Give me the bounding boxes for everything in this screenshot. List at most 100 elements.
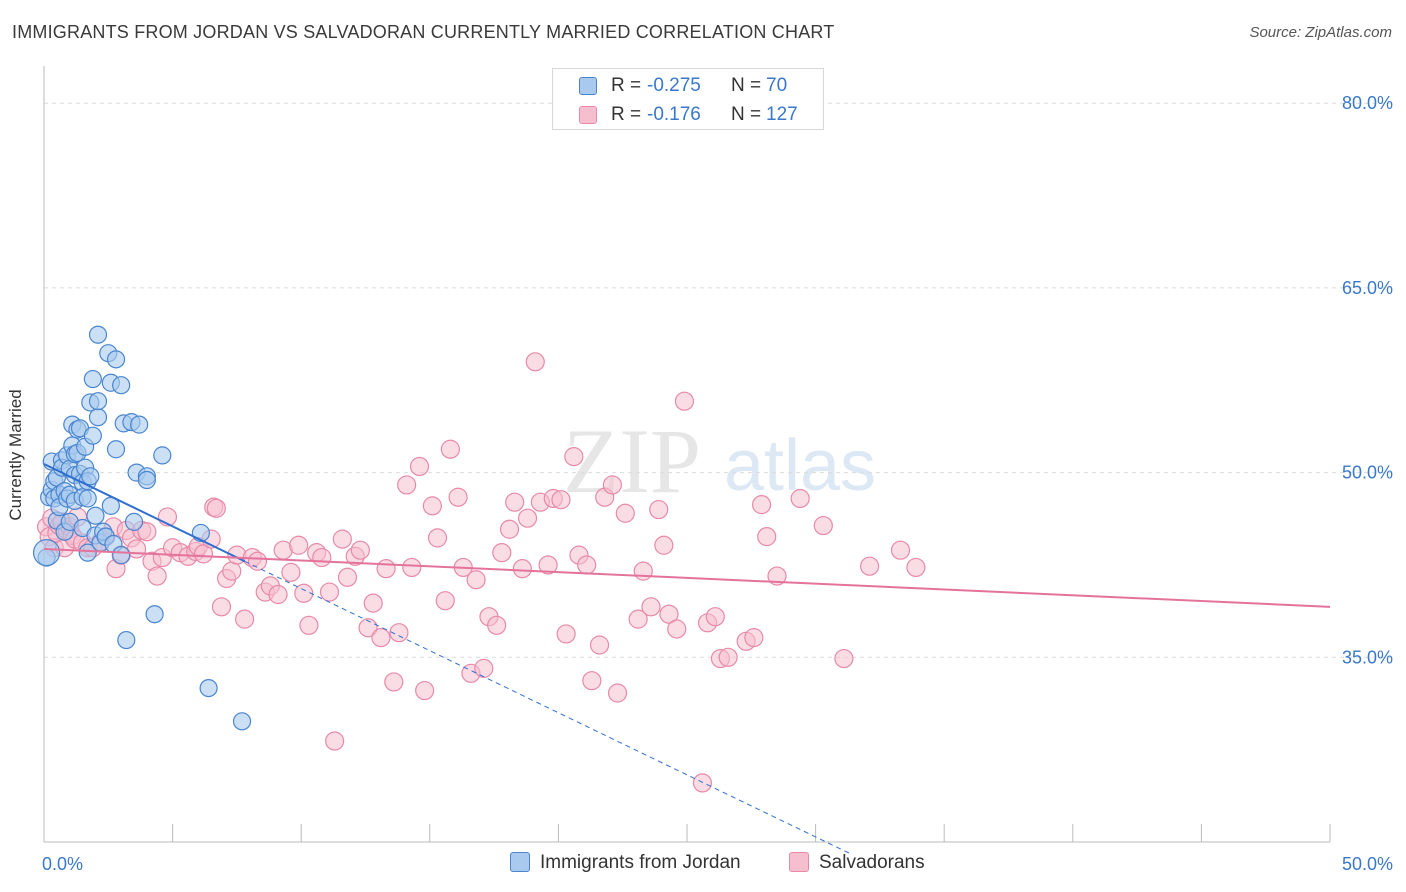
salvadoran-point	[147, 566, 167, 586]
salvadoran-point	[607, 683, 628, 703]
jordan-point	[112, 546, 131, 565]
legend-swatch-salvadoran	[789, 852, 809, 872]
legend-n-value: 127	[766, 104, 798, 125]
salvadoran-point	[744, 628, 764, 648]
salvadoran-point	[206, 498, 226, 518]
salvadoran-point	[718, 647, 738, 667]
salvadoran-point	[628, 609, 648, 629]
salvadoran-point	[551, 490, 571, 510]
legend-item-jordan[interactable]: Immigrants from Jordan	[510, 852, 741, 874]
salvadoran-point	[751, 495, 772, 515]
salvadoran-point	[126, 539, 147, 559]
salvadoran-point	[692, 773, 713, 793]
legend-r-value: -0.275	[647, 75, 701, 96]
salvadoran-point	[389, 623, 409, 643]
salvadoran-point	[487, 615, 507, 635]
salvadoran-point	[363, 593, 383, 613]
salvadoran-point	[332, 529, 352, 549]
salvadoran-point	[247, 551, 268, 571]
salvadoran-point	[705, 607, 725, 627]
jordan-point	[137, 470, 156, 490]
salvadoran-point	[577, 555, 597, 575]
salvadoran-point	[337, 567, 358, 587]
jordan-point	[81, 467, 100, 486]
salvadoran-point	[813, 515, 833, 536]
salvadoran-point	[376, 559, 396, 579]
salvadoran-point	[435, 591, 455, 611]
y-tick-label: 35.0%	[1342, 647, 1393, 667]
salvadoran-point	[641, 597, 661, 617]
jordan-point	[88, 325, 108, 344]
jordan-trend-line	[43, 463, 246, 563]
salvadoran-point	[137, 522, 157, 542]
source-label: Source: ZipAtlas.com	[1249, 24, 1392, 41]
salvadoran-point	[492, 543, 512, 563]
jordan-point	[88, 408, 108, 427]
salvadoran-point	[402, 557, 422, 578]
salvadoran-point	[517, 508, 538, 528]
axes	[43, 66, 1331, 843]
legend-row-salvadoran: R = -0.176 N = 127	[553, 100, 823, 130]
salvadoran-trend-line	[43, 547, 1331, 608]
legend-r-value: -0.176	[647, 104, 701, 125]
jordan-point	[124, 512, 144, 531]
salvadoran-point	[890, 540, 911, 560]
salvadoran-point	[440, 439, 460, 459]
salvadoran-point	[538, 555, 558, 575]
salvadoran-point	[466, 570, 486, 590]
trend-lines	[43, 463, 1331, 855]
jordan-point	[112, 376, 131, 395]
salvadoran-point	[235, 609, 255, 629]
jordan-point	[88, 392, 108, 411]
x-tick-label: 50.0%	[1342, 854, 1393, 874]
salvadoran-point	[294, 583, 314, 603]
jordan-point	[32, 539, 61, 567]
salvadoran-point	[767, 566, 787, 586]
salvadoran-point	[289, 535, 309, 555]
salvadoran-point	[281, 562, 301, 582]
salvadoran-point	[474, 658, 494, 678]
salvadoran-points	[36, 352, 926, 793]
salvadoran-point	[422, 496, 442, 516]
salvadoran-point	[409, 456, 430, 477]
jordan-point	[145, 605, 164, 624]
legend-swatch-jordan	[510, 852, 530, 872]
salvadoran-point	[193, 544, 214, 564]
salvadoran-point	[427, 528, 448, 548]
salvadoran-point	[350, 540, 370, 560]
salvadoran-point	[834, 648, 854, 669]
jordan-point	[106, 440, 126, 459]
salvadoran-point	[589, 635, 610, 655]
legend-swatch-jordan	[579, 77, 597, 95]
salvadoran-point	[358, 618, 378, 638]
y-tick-label: 65.0%	[1342, 278, 1393, 298]
jordan-point	[117, 630, 136, 650]
salvadoran-point	[384, 672, 404, 692]
y-axis-label: Currently Married	[6, 389, 25, 521]
salvadoran-point	[633, 561, 653, 581]
legend-swatch-salvadoran	[579, 106, 597, 124]
salvadoran-point	[674, 391, 695, 411]
jordan-point	[86, 506, 105, 525]
legend-n-value: 70	[766, 75, 788, 96]
watermark-zip: ZIP	[563, 410, 701, 512]
salvadoran-point	[268, 584, 288, 605]
salvadoran-point	[654, 535, 674, 555]
salvadoran-point	[397, 475, 417, 495]
salvadoran-point	[371, 628, 391, 648]
salvadoran-point	[790, 488, 810, 509]
salvadoran-point	[757, 527, 777, 547]
salvadoran-point	[615, 503, 635, 523]
salvadoran-point	[499, 519, 520, 539]
salvadoran-point	[556, 624, 576, 644]
salvadoran-point	[860, 556, 880, 576]
series-legend: Immigrants from Jordan Salvadorans	[0, 852, 1406, 878]
tick-labels: 35.0% 50.0% 65.0% 80.0% 0.0% 50.0%	[42, 93, 1393, 874]
salvadoran-point	[312, 547, 332, 568]
legend-item-salvadoran[interactable]: Salvadorans	[789, 852, 925, 874]
salvadoran-point	[659, 604, 679, 624]
chart-title: IMMIGRANTS FROM JORDAN VS SALVADORAN CUR…	[12, 22, 835, 42]
legend-label-salvadoran: Salvadorans	[819, 852, 925, 873]
salvadoran-point	[512, 559, 532, 579]
